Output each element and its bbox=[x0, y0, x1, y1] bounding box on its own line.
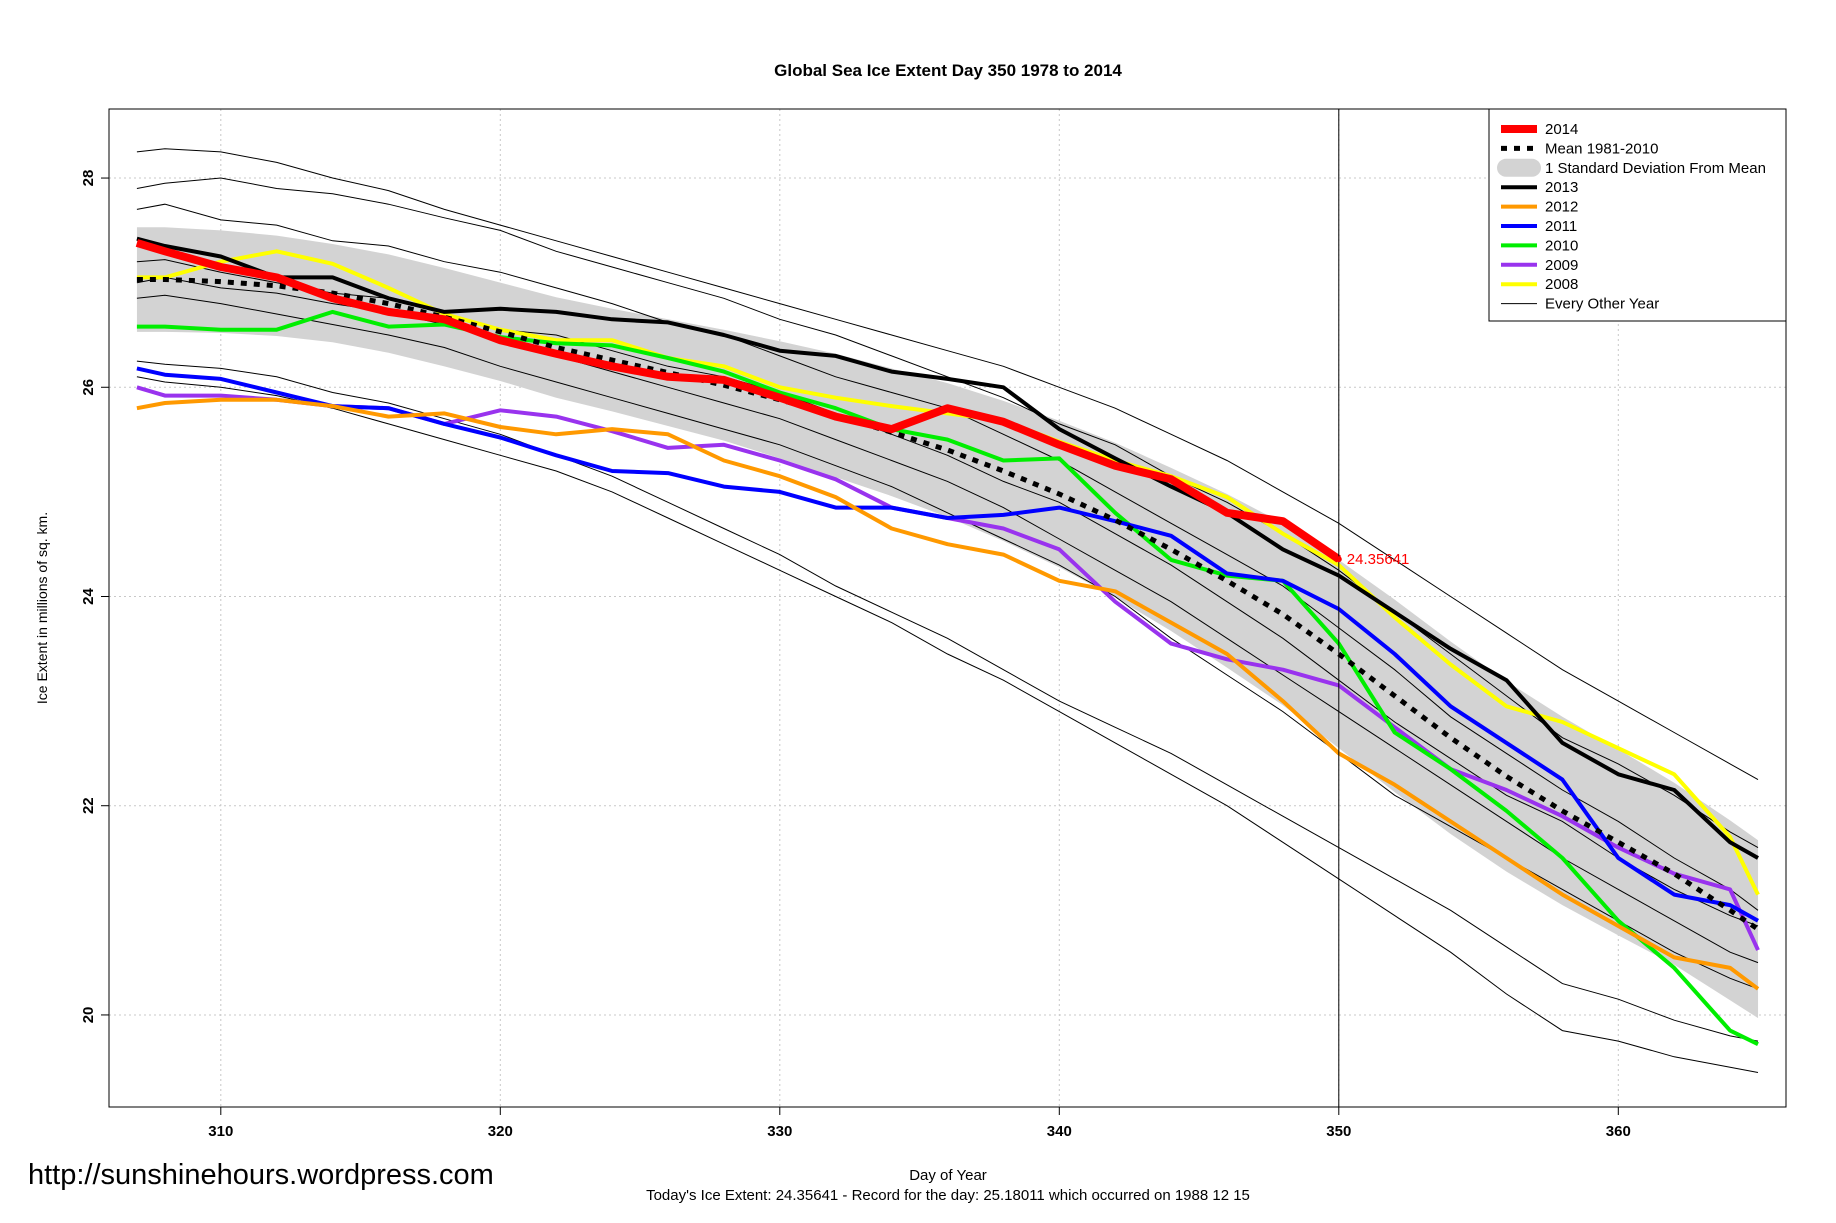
legend-label: 2014 bbox=[1545, 121, 1578, 138]
y-tick-label: 20 bbox=[80, 1007, 97, 1024]
x-tick-label: 360 bbox=[1606, 1123, 1631, 1140]
legend-label: 2010 bbox=[1545, 237, 1578, 254]
legend-label: 2008 bbox=[1545, 276, 1578, 293]
std-band bbox=[136, 227, 1759, 1019]
annotation-label: 24.35641 bbox=[1347, 551, 1410, 568]
other-year-line bbox=[136, 148, 1759, 781]
watermark: http://sunshinehours.wordpress.com bbox=[28, 1159, 494, 1191]
x-tick-label: 330 bbox=[767, 1123, 792, 1140]
x-tick-label: 320 bbox=[488, 1123, 513, 1140]
chart-title: Global Sea Ice Extent Day 350 1978 to 20… bbox=[774, 61, 1122, 80]
legend-label: Every Other Year bbox=[1545, 296, 1659, 313]
y-tick-label: 28 bbox=[80, 170, 97, 187]
x-tick-label: 350 bbox=[1326, 1123, 1351, 1140]
legend-label: 1 Standard Deviation From Mean bbox=[1545, 160, 1766, 177]
other-year-line bbox=[136, 360, 1759, 1042]
legend-box bbox=[1488, 108, 1787, 322]
x-axis-label: Day of Year bbox=[909, 1167, 987, 1184]
legend-label: 2013 bbox=[1545, 179, 1578, 196]
x-tick-label: 340 bbox=[1047, 1123, 1072, 1140]
series-line bbox=[136, 397, 1760, 991]
series-line bbox=[135, 239, 1342, 563]
legend-label: 2009 bbox=[1545, 257, 1578, 274]
y-tick-label: 24 bbox=[80, 587, 97, 604]
series-line bbox=[136, 249, 1760, 896]
y-tick-label: 26 bbox=[80, 379, 97, 396]
series-line bbox=[136, 309, 1759, 1046]
series-line bbox=[136, 236, 1759, 860]
legend-label: 2011 bbox=[1545, 218, 1577, 235]
x-tick-label: 310 bbox=[208, 1123, 233, 1140]
y-axis-label: Ice Extent in millions of sq. km. bbox=[34, 512, 50, 704]
footer: Today's Ice Extent: 24.35641 - Record fo… bbox=[646, 1187, 1250, 1204]
legend-label: 2012 bbox=[1545, 199, 1578, 216]
legend-swatch bbox=[1497, 158, 1541, 177]
plot-frame bbox=[108, 108, 1787, 1108]
other-year-line bbox=[136, 376, 1759, 1073]
y-tick-label: 22 bbox=[80, 797, 97, 814]
legend-label: Mean 1981-2010 bbox=[1545, 140, 1658, 157]
series-line bbox=[136, 366, 1759, 923]
other-year-line bbox=[136, 177, 1759, 849]
annotation-point bbox=[1335, 556, 1342, 563]
